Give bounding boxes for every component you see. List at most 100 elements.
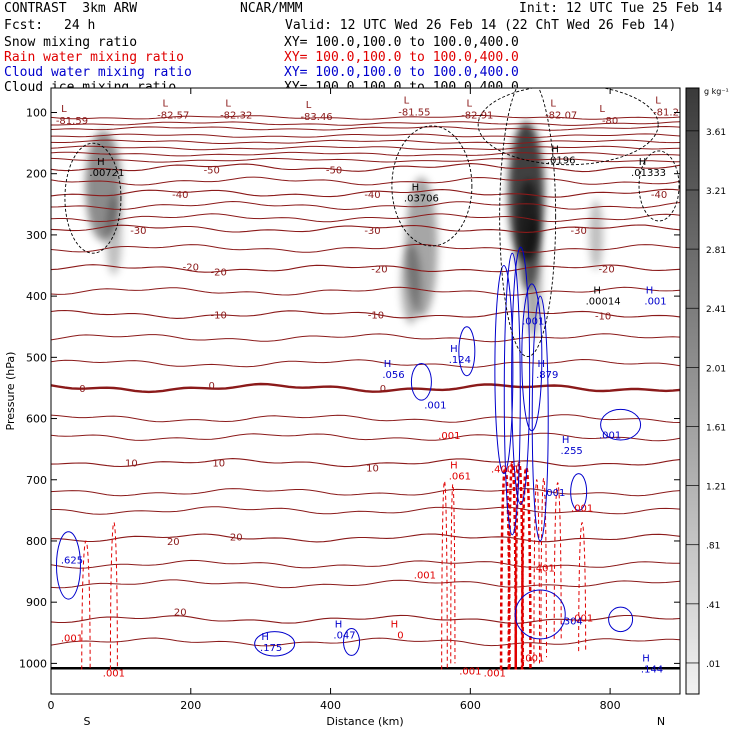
cloud-water-contour-9 [600, 408, 642, 441]
contour-label-3: .001 [61, 634, 83, 645]
rain-contour-11 [578, 522, 587, 652]
y-tick-label-900: 900 [26, 596, 47, 609]
cloud-ice-contours [64, 88, 680, 357]
high-marker-11: H [335, 620, 343, 631]
temp-line-4 [51, 139, 680, 145]
cloud-ice-contour-4 [638, 150, 680, 222]
temp-contour-0 [51, 382, 680, 394]
temp-line-18 [51, 506, 680, 515]
contour-label-6: .001 [484, 669, 506, 680]
high-marker-6: H [384, 359, 392, 370]
y-tick-label-100: 100 [26, 106, 47, 119]
temp-contour-30 [51, 614, 680, 624]
low-value-8: -81.2 [653, 107, 679, 118]
y-tick-label-1000: 1000 [19, 657, 47, 670]
colorbar-label-7: .81 [706, 542, 720, 552]
contour-label-11: .625 [61, 555, 83, 566]
cloud-ice-contour-1 [391, 125, 473, 247]
temp-label-15: 0 [79, 384, 85, 395]
temperature-contours [51, 115, 680, 670]
colorbar-label-2: 2.81 [706, 246, 726, 256]
low-marker-3: L [306, 100, 312, 111]
temp-line-6 [51, 151, 680, 157]
field-name-cloud-water: Cloud water mixing ratio [4, 65, 192, 80]
low-marker-6: L [550, 98, 556, 109]
temp-label-10: -20 [371, 265, 387, 276]
temp-line-19 [51, 559, 680, 569]
colorbar-label-5: 1.61 [706, 423, 726, 433]
header-fcst-value: 24 h [64, 18, 96, 33]
temp-line-10 [51, 213, 680, 223]
high-value-9: .255 [561, 446, 583, 457]
contour-label-0: .001 [424, 400, 446, 411]
temp-label-7: -30 [570, 226, 586, 237]
low-marker-0: L [61, 104, 67, 115]
low-marker-1: L [163, 98, 169, 109]
temp-label-12: -10 [211, 310, 227, 321]
high-value-3: .01333 [631, 168, 666, 179]
high-marker-2: H [551, 145, 559, 156]
field-name-rain: Rain water mixing ratio [4, 50, 185, 65]
low-value-1: -82.57 [157, 110, 189, 121]
high-value-2: .0196 [547, 156, 576, 167]
rain-contour-10 [553, 482, 562, 639]
temp-label-5: -30 [130, 226, 146, 237]
y-tick-label-300: 300 [26, 229, 47, 242]
high-marker-13: H [450, 461, 458, 472]
x-axis-label: Distance (km) [326, 715, 403, 728]
high-marker-12: H [642, 653, 650, 664]
high-value-0: .00721 [89, 168, 124, 179]
high-value-4: .00014 [586, 296, 621, 307]
low-marker-8: L [655, 95, 661, 106]
rain-contour-4 [499, 466, 511, 670]
south-label: S [84, 715, 91, 728]
rain-contour-3 [450, 483, 456, 664]
high-marker-10: H [261, 632, 269, 643]
contour-label-15: .001 [522, 317, 544, 328]
cloud-water-contour-10 [254, 631, 296, 657]
temp-contour-m20 [51, 264, 680, 273]
axes: 0 200 400 600 800100200300400500600700800900… [19, 88, 680, 712]
colorbar-label-9: .01 [706, 660, 720, 670]
high-marker-14: H [391, 620, 399, 631]
colorbar-label-4: 2.01 [706, 364, 726, 374]
temp-line-0 [51, 115, 680, 120]
y-axis-label: Pressure (hPa) [4, 352, 17, 431]
high-value-1: .03706 [404, 194, 439, 205]
cloud-water-contour-1 [494, 265, 514, 475]
contour-label-13: .304 [561, 617, 583, 628]
header-org: NCAR/MMM [240, 1, 303, 16]
colorbar-label-1: 3.21 [706, 187, 726, 197]
temp-contour-m10 [51, 309, 680, 319]
temp-line-9 [51, 200, 680, 211]
high-value-7: .124 [449, 355, 471, 366]
temp-label-0: -50 [204, 165, 220, 176]
low-value-4: -81.55 [398, 107, 430, 118]
cloud-water-contour-3 [511, 246, 531, 505]
cloud-water-contour-13 [570, 473, 588, 511]
snow-shade-7 [589, 199, 604, 270]
temp-label-4: -40 [651, 190, 667, 201]
colorbar: g kg⁻¹ 3.61 3.21 2.81 2.41 2.01 1.61 1.21 .81 .4… [685, 87, 729, 695]
temp-label-9: -20 [211, 268, 227, 279]
contour-label-4: .001 [103, 669, 125, 680]
temp-line-17 [51, 488, 680, 497]
rain-contour-7 [520, 466, 532, 670]
temp-line-15 [51, 414, 680, 423]
cloud-water-contour-2 [503, 252, 521, 536]
temp-label-16: 0 [209, 381, 215, 392]
temp-contour-10 [51, 458, 680, 468]
colorbar-label-8: .41 [706, 601, 720, 611]
cloud-ice-contour-2 [499, 88, 557, 357]
low-value-3: -83.46 [300, 112, 332, 123]
temp-label-6: -30 [364, 226, 380, 237]
plot-frame [50, 87, 681, 695]
contour-label-10: .001 [571, 613, 593, 624]
header-fcst-label: Fcst: [4, 18, 44, 33]
contour-label-2: .001 [414, 571, 436, 582]
header-model: CONTRAST 3km ARW [4, 1, 138, 16]
temp-contour-m40 [51, 188, 680, 198]
high-marker-8: H [537, 359, 545, 370]
temp-line-1 [51, 121, 680, 126]
high-marker-5: H [646, 285, 654, 296]
